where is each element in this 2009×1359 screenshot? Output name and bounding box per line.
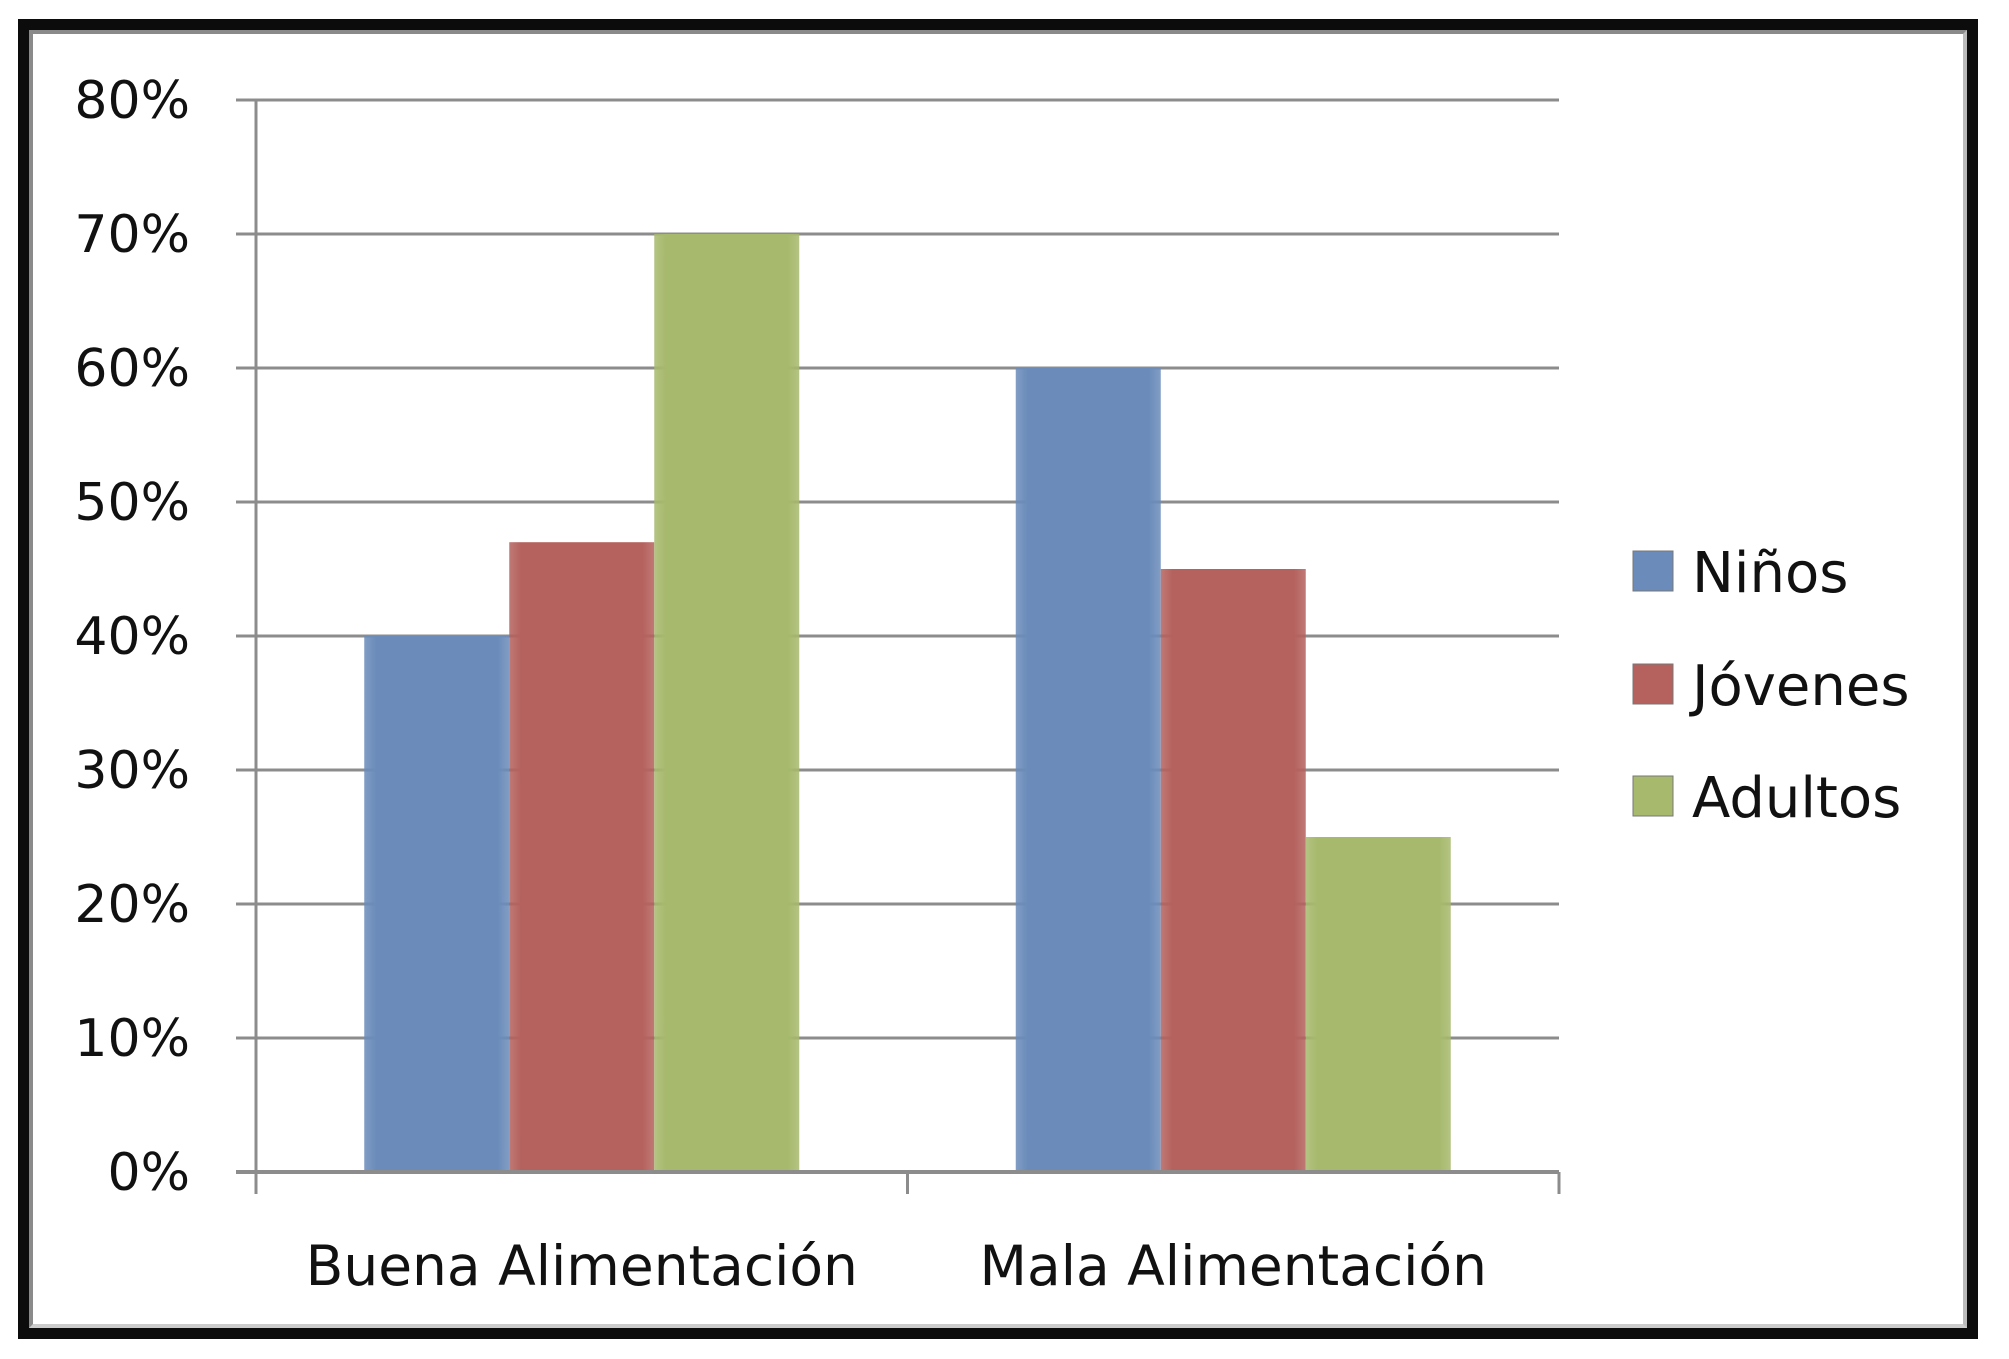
y-tick-label: 0% xyxy=(108,1143,191,1203)
y-tick-label: 80% xyxy=(74,71,190,131)
legend-label: Adultos xyxy=(1692,766,1901,831)
bar-adultos xyxy=(1305,837,1451,1172)
y-tick-label: 50% xyxy=(74,473,190,533)
legend-label: Niños xyxy=(1692,541,1848,606)
bar-niños xyxy=(1015,368,1161,1172)
x-category-label: Mala Alimentación xyxy=(980,1234,1487,1298)
legend-swatch-adultos xyxy=(1632,775,1674,817)
legend-label: Jóvenes xyxy=(1689,654,1910,719)
y-tick-label: 20% xyxy=(74,875,190,935)
y-tick-label: 60% xyxy=(74,339,190,399)
bar-jóvenes xyxy=(509,542,655,1172)
y-tick-label: 40% xyxy=(74,607,190,667)
x-category-label: Buena Alimentación xyxy=(306,1234,858,1298)
y-tick-label: 10% xyxy=(74,1009,190,1069)
y-tick-label: 30% xyxy=(74,741,190,801)
y-tick-label: 70% xyxy=(74,205,190,265)
bar-adultos xyxy=(654,234,800,1172)
bar-niños xyxy=(364,636,510,1172)
bar-jóvenes xyxy=(1160,569,1306,1172)
chart-border xyxy=(18,19,1978,1339)
legend-swatch-jóvenes xyxy=(1632,663,1674,705)
legend-swatch-niños xyxy=(1632,550,1674,592)
